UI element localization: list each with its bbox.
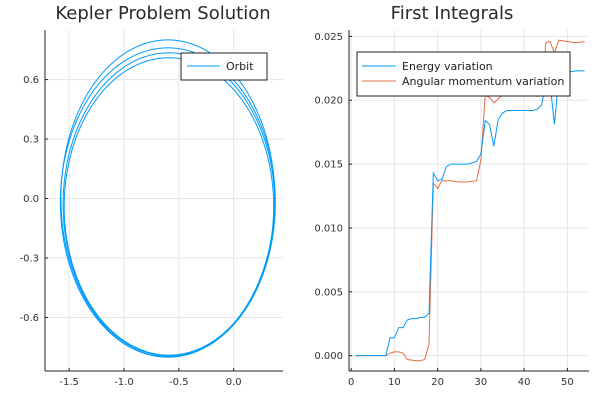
integrals-legend-box [356, 51, 571, 97]
kepler-title: Kepler Problem Solution [55, 3, 270, 24]
p2-y-tick-label: 0.020 [314, 96, 343, 107]
p1-y-tick-label: 0.0 [23, 194, 39, 205]
kepler-grid [45, 30, 283, 371]
p1-y-tick-label: -0.6 [19, 313, 39, 324]
integrals-x-ticks: 0 10 20 30 40 50 [348, 368, 574, 388]
p2-x-tick-label: 50 [561, 377, 574, 388]
integrals-legend: Energy variation Angular momentum variat… [356, 51, 571, 97]
p1-x-tick-label: -1.0 [114, 377, 134, 388]
p1-y-tick-label: -0.3 [19, 253, 39, 264]
kepler-legend-orbit-label: Orbit [226, 60, 254, 73]
integrals-y-ticks: 0.000 0.005 0.010 0.015 0.020 0.025 [314, 32, 352, 362]
integrals-title: First Integrals [391, 3, 514, 24]
integrals-legend-energy-label: Energy variation [402, 60, 493, 73]
integrals-legend-angular-label: Angular momentum variation [402, 75, 564, 88]
p2-x-tick-label: 0 [348, 377, 354, 388]
angular-momentum-variation-line [355, 39, 585, 362]
p2-x-tick-label: 20 [431, 377, 444, 388]
p2-x-tick-label: 40 [518, 377, 531, 388]
orbit-path-4 [63, 57, 275, 356]
p2-y-tick-label: 0.025 [314, 32, 343, 43]
p2-x-tick-label: 10 [388, 377, 401, 388]
kepler-panel: Kepler Problem Solution -1.5 -1.0 -0.5 0.0 … [19, 3, 283, 388]
p2-y-tick-label: 0.005 [314, 287, 343, 298]
energy-variation-line [355, 70, 585, 357]
p2-y-tick-label: 0.010 [314, 223, 343, 234]
p1-x-tick-label: 0.0 [226, 377, 242, 388]
kepler-x-ticks: -1.5 -1.0 -0.5 0.0 [59, 368, 242, 388]
p2-y-tick-label: 0.000 [314, 351, 343, 362]
p2-x-tick-label: 30 [475, 377, 488, 388]
kepler-y-ticks: -0.6 -0.3 0.0 0.3 0.6 [19, 75, 48, 324]
integrals-panel: First Integrals 0 10 20 30 40 50 0.0000.0050.… [314, 3, 589, 388]
p1-y-tick-label: 0.6 [23, 75, 39, 86]
p1-y-tick-label: 0.3 [23, 135, 39, 146]
p2-y-tick-label: 0.015 [314, 160, 343, 171]
p1-x-tick-label: -0.5 [169, 377, 189, 388]
p1-x-tick-label: -1.5 [59, 377, 79, 388]
kepler-legend: Orbit [180, 52, 268, 81]
